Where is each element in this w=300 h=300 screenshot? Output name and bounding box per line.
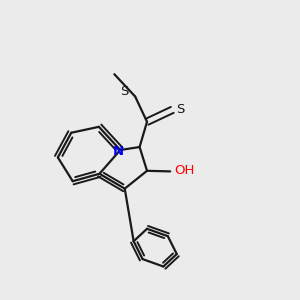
- Text: OH: OH: [174, 164, 194, 177]
- Text: S: S: [176, 103, 184, 116]
- Text: N: N: [112, 145, 124, 158]
- Text: S: S: [121, 85, 129, 98]
